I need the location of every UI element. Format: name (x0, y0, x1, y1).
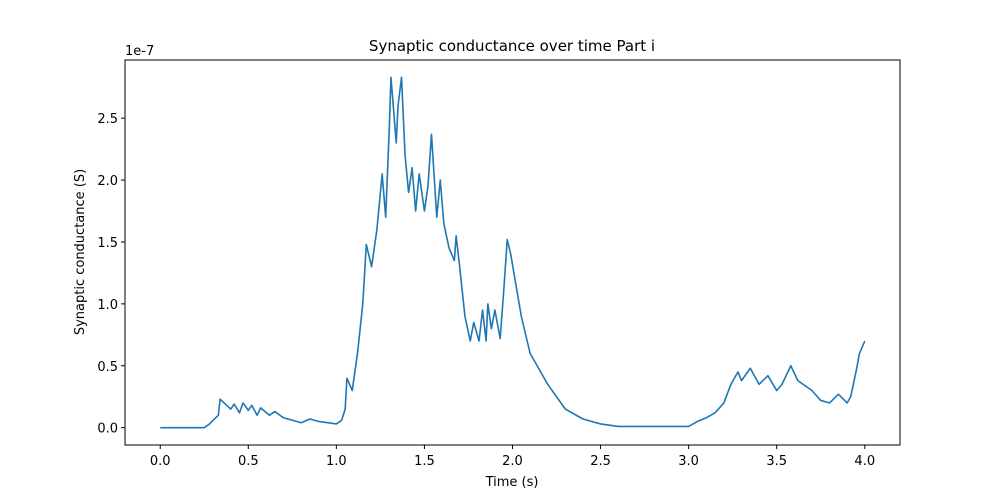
data-line (160, 76, 866, 429)
x-tick-label: 0.5 (238, 454, 259, 469)
x-axis-label: Time (s) (485, 475, 539, 490)
x-tick-label: 3.5 (766, 454, 787, 469)
y-tick-label: 0.5 (97, 360, 118, 375)
x-tick-label: 0.0 (150, 454, 171, 469)
x-tick-label: 3.0 (678, 454, 699, 469)
y-tick-label: 1.5 (97, 236, 118, 251)
y-axis-label: Synaptic conductance (S) (73, 169, 88, 335)
x-tick-label: 2.5 (590, 454, 611, 469)
x-tick-label: 1.0 (326, 454, 347, 469)
plot-frame (124, 59, 901, 446)
x-tick-label: 4.0 (854, 454, 875, 469)
chart-title: Synaptic conductance over time Part i (369, 37, 655, 55)
y-tick-label: 2.0 (97, 174, 118, 189)
y-offset-label: 1e-7 (125, 44, 154, 59)
x-tick-label: 1.5 (414, 454, 435, 469)
y-tick-label: 1.0 (97, 298, 118, 313)
y-tick-label: 0.0 (97, 422, 118, 437)
x-tick-label: 2.0 (502, 454, 523, 469)
y-tick-label: 2.5 (97, 112, 118, 127)
